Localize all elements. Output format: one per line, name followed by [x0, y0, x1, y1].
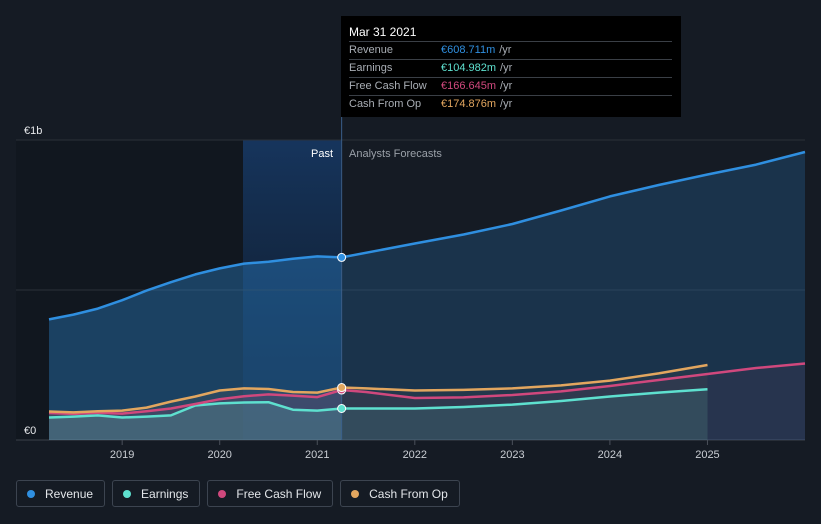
past-region-label: Past	[311, 148, 333, 160]
tooltip-row-value: €608.711m	[441, 44, 496, 56]
cash-from-op-marker	[337, 383, 347, 393]
x-tick-label-2019: 2019	[110, 449, 134, 461]
x-tick-label-2025: 2025	[695, 449, 719, 461]
y-tick-label-max: €1b	[24, 125, 42, 137]
x-tick-label-2024: 2024	[598, 449, 622, 461]
tooltip-row-unit: /yr	[499, 44, 512, 56]
tooltip-row-value: €104.982m	[441, 62, 497, 74]
x-tick-label-2023: 2023	[500, 449, 524, 461]
tooltip-row: Cash From Op €174.876m/yr	[349, 95, 672, 113]
free-cash-flow-forecast-line	[341, 362, 806, 400]
legend-dot-icon	[351, 489, 360, 498]
tooltip-date: Mar 31 2021	[349, 25, 417, 39]
tooltip-row-name: Free Cash Flow	[349, 80, 427, 92]
forecast-region-label: Analysts Forecasts	[349, 148, 442, 160]
tooltip-row-name: Cash From Op	[349, 98, 422, 110]
x-axis-ticks: 2019 2020 2021 2022 2023 2024 2025	[110, 440, 720, 461]
earnings-forecast-area	[341, 389, 708, 440]
y-axis-ticks: €0 €1b	[24, 125, 42, 437]
tooltip-row-name: Earnings	[349, 62, 393, 74]
tooltip-row: Earnings €104.982m/yr	[349, 59, 672, 77]
earnings-past-area	[49, 402, 342, 440]
series-lines	[48, 150, 806, 419]
x-tick-label-2022: 2022	[403, 449, 427, 461]
tooltip-row: Revenue €608.711m/yr	[349, 41, 672, 59]
x-tick-label-2020: 2020	[207, 449, 231, 461]
legend: Revenue Earnings Free Cash Flow Cash From O…	[16, 480, 460, 507]
tooltip-row-value: €174.876m	[441, 98, 497, 110]
legend-dot-icon	[218, 489, 227, 498]
tooltip-row: Free Cash Flow €166.645m/yr	[349, 77, 672, 95]
tooltip-row-unit: /yr	[500, 98, 513, 110]
revenue-past-line	[48, 255, 342, 321]
free-cash-flow-forecast-area	[341, 363, 805, 440]
free-cash-flow-past-line	[48, 388, 342, 416]
x-tick-label-2021: 2021	[305, 449, 329, 461]
legend-label: Revenue	[45, 486, 94, 501]
tooltip: Mar 31 2021 Revenue €608.711m/yr Earnings €…	[341, 16, 681, 117]
tooltip-row-unit: /yr	[500, 62, 513, 74]
legend-dot-icon	[27, 489, 35, 498]
legend-item-earnings[interactable]: Earnings	[112, 480, 201, 507]
earnings-forecast-line	[341, 388, 708, 410]
tooltip-row-unit: /yr	[500, 80, 513, 92]
legend-item-free-cash-flow[interactable]: Free Cash Flow	[207, 480, 334, 507]
earnings-past-line	[48, 400, 342, 419]
cash-from-op-past-area	[49, 387, 342, 440]
revenue-forecast-line	[341, 150, 806, 259]
revenue-marker	[337, 252, 347, 262]
cash-from-op-past-line	[48, 386, 342, 414]
legend-item-cash-from-op[interactable]: Cash From Op	[340, 480, 460, 507]
legend-label: Earnings	[141, 486, 189, 501]
tooltip-row-name: Revenue	[349, 44, 394, 56]
tooltip-row-value: €166.645m	[441, 80, 497, 92]
legend-dot-icon	[123, 489, 132, 498]
legend-item-revenue[interactable]: Revenue	[16, 480, 106, 507]
y-tick-label-zero: €0	[24, 425, 36, 437]
tooltip-rows: Revenue €608.711m/yr Earnings €104.982m/yr F…	[349, 41, 673, 113]
legend-label: Free Cash Flow	[236, 486, 322, 501]
tooltip-markers	[337, 252, 347, 414]
legend-label: Cash From Op	[369, 486, 448, 501]
cash-from-op-forecast-line	[341, 363, 708, 392]
earnings-marker	[337, 404, 347, 414]
